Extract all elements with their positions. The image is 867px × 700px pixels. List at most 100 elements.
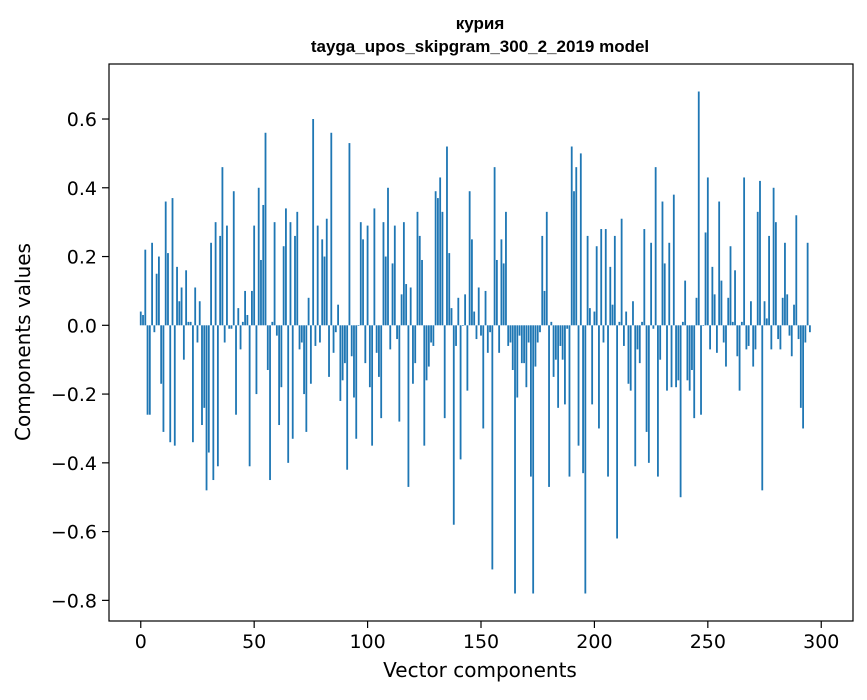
bar xyxy=(747,325,750,346)
bar xyxy=(588,308,591,326)
bar xyxy=(738,325,741,391)
bar xyxy=(146,325,149,415)
bar xyxy=(502,263,505,326)
bar xyxy=(561,325,564,360)
bar xyxy=(294,235,296,326)
bar xyxy=(579,153,582,326)
bar xyxy=(688,325,691,391)
bar xyxy=(582,325,584,474)
bar xyxy=(539,325,541,333)
bar xyxy=(720,280,723,326)
bar xyxy=(384,256,387,326)
bar xyxy=(495,259,498,326)
bar xyxy=(779,325,782,350)
bar xyxy=(620,218,623,326)
bar xyxy=(285,208,287,326)
bar xyxy=(375,325,378,353)
bar xyxy=(309,325,312,384)
bar xyxy=(262,204,265,326)
bar xyxy=(389,325,392,350)
bar xyxy=(334,325,337,333)
bar xyxy=(511,325,514,371)
bar xyxy=(693,325,696,419)
bar xyxy=(373,208,376,326)
bar xyxy=(194,287,197,326)
bar xyxy=(806,242,809,326)
bar xyxy=(321,239,324,326)
bar xyxy=(575,167,578,326)
bar xyxy=(266,325,269,371)
bar xyxy=(223,325,226,343)
bar xyxy=(577,325,580,446)
bar xyxy=(795,215,798,326)
bar xyxy=(235,325,237,415)
bar xyxy=(151,242,153,326)
bar xyxy=(557,325,560,408)
bar xyxy=(393,225,396,326)
bar xyxy=(142,314,144,326)
bar xyxy=(409,287,412,326)
bar xyxy=(155,273,158,326)
bar xyxy=(402,222,405,326)
bar xyxy=(314,325,317,346)
bar xyxy=(457,297,460,326)
bar xyxy=(158,256,160,326)
bar xyxy=(663,263,666,326)
bar xyxy=(491,325,494,570)
bar xyxy=(793,304,795,326)
bar xyxy=(380,325,383,419)
y-tick-label: 0.2 xyxy=(67,247,97,269)
bar xyxy=(725,325,727,367)
bar xyxy=(484,290,487,326)
bar xyxy=(543,290,546,326)
bar xyxy=(480,325,482,336)
bar xyxy=(731,321,734,326)
bar xyxy=(332,325,335,353)
bar xyxy=(232,191,235,326)
bar xyxy=(611,304,614,326)
bar xyxy=(421,259,423,326)
y-axis: −0.8 −0.6 −0.4 −0.2 0.0 0.2 0.4 0.6 xyxy=(51,109,109,612)
bar xyxy=(271,321,274,326)
bar xyxy=(604,229,607,326)
bar xyxy=(516,325,519,398)
chart-title: курия xyxy=(456,14,505,33)
bar xyxy=(727,297,730,326)
bar xyxy=(559,325,562,346)
bar xyxy=(507,325,510,346)
bar xyxy=(668,242,671,326)
bar xyxy=(802,325,804,429)
bar xyxy=(532,325,535,594)
y-tick-label: 0.0 xyxy=(67,315,97,337)
bar xyxy=(763,301,766,326)
bar xyxy=(718,201,721,326)
bar xyxy=(382,222,385,326)
bar xyxy=(346,325,349,470)
bar xyxy=(473,311,476,326)
bar xyxy=(722,325,725,343)
y-tick-label: −0.8 xyxy=(51,590,97,612)
bar xyxy=(459,325,462,460)
bar xyxy=(679,325,682,498)
bar xyxy=(305,325,308,432)
bar xyxy=(182,325,185,360)
chart-subtitle: tayga_upos_skipgram_300_2_2019 model xyxy=(311,37,649,56)
bar xyxy=(362,239,364,326)
bar xyxy=(736,325,739,357)
bar xyxy=(661,201,664,326)
bar xyxy=(139,311,142,326)
bar xyxy=(745,325,748,350)
bar xyxy=(700,325,702,415)
bar xyxy=(799,325,802,408)
bar xyxy=(652,325,655,329)
x-tick-label: 200 xyxy=(576,631,612,653)
bar xyxy=(768,235,770,326)
bar xyxy=(672,194,675,326)
bar xyxy=(201,325,203,426)
bar xyxy=(441,211,444,326)
bar xyxy=(475,325,478,340)
bar xyxy=(278,325,281,426)
bar xyxy=(573,191,575,326)
bar xyxy=(371,325,374,446)
